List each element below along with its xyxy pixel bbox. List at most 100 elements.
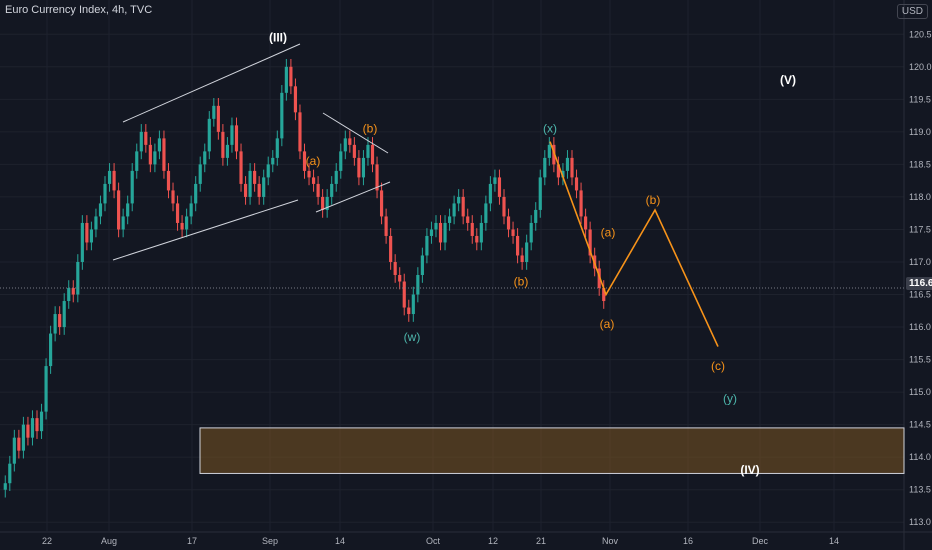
candle-body [516, 235, 520, 256]
candle-body [574, 177, 579, 191]
candle-body [479, 222, 483, 243]
trend-line [322, 112, 389, 154]
candle-body [402, 281, 406, 308]
x-tick-label: Nov [602, 536, 619, 546]
candle-body [162, 138, 166, 171]
candle-body [117, 190, 121, 230]
candle-body [588, 229, 592, 256]
candle-body [180, 222, 184, 230]
candle-body [325, 196, 329, 210]
candle-body [17, 437, 21, 451]
wave-label: (b) [646, 193, 661, 207]
candle-body [8, 463, 12, 484]
candle-body [502, 196, 506, 217]
candle-body [361, 157, 366, 178]
candle-body [130, 170, 134, 204]
wave-label: (V) [780, 73, 796, 87]
candle-body [234, 125, 239, 152]
x-tick-label: Sep [262, 536, 278, 546]
candle-body [185, 216, 189, 230]
y-tick-label: 116.5 [909, 290, 931, 300]
candle-body [266, 164, 270, 178]
candle-body [175, 203, 180, 223]
candle-body [461, 196, 465, 217]
candle-body [370, 144, 375, 165]
candle-body [144, 131, 148, 145]
candle-body [475, 235, 479, 243]
wave-label: (b) [514, 275, 529, 289]
candle-body [171, 190, 175, 204]
x-tick-label: 21 [536, 536, 546, 546]
candle-body [76, 261, 80, 295]
y-tick-label: 120.5 [909, 29, 932, 39]
candle-body [298, 112, 302, 152]
currency-badge[interactable]: USD [896, 4, 928, 19]
x-tick-label: Dec [752, 536, 769, 546]
candle-body [352, 144, 356, 158]
wave-label: (b) [363, 122, 378, 136]
wave-label: (III) [269, 31, 287, 45]
y-tick-label: 113.0 [909, 517, 931, 527]
wave-label: (a) [306, 154, 321, 168]
candle-body [207, 118, 211, 152]
candle-body [275, 138, 279, 158]
candle-body [311, 177, 316, 184]
candle-body [30, 418, 35, 438]
candle-body [529, 222, 533, 243]
candle-body [343, 138, 347, 152]
candle-body [321, 196, 325, 210]
candle-body [470, 222, 474, 236]
y-tick-label: 119.0 [909, 127, 931, 137]
candle-body [71, 288, 75, 295]
candle-body [80, 222, 84, 262]
wave-projection-path [549, 141, 719, 347]
y-tick-label: 118.0 [909, 192, 931, 202]
candle-body [525, 242, 529, 262]
candle-body [203, 151, 207, 165]
candle-body [85, 222, 89, 243]
last-price-tag: 116.6 [906, 277, 932, 290]
x-tick-label: 12 [488, 536, 498, 546]
candle-body [466, 216, 470, 223]
candle-body [21, 424, 25, 451]
candle-body [89, 229, 93, 243]
candle-body [488, 183, 492, 204]
candle-body [357, 157, 361, 178]
candle-body [307, 170, 311, 178]
candle-body [189, 203, 193, 217]
candle-body [139, 131, 143, 152]
candle-body [148, 144, 152, 165]
candle-body [94, 216, 98, 230]
x-tick-label: 14 [335, 536, 345, 546]
support-zone [199, 427, 905, 474]
candle-body [420, 255, 424, 275]
candle-body [53, 314, 57, 334]
candle-body [334, 170, 338, 184]
candle-body [302, 151, 307, 171]
trend-line [112, 199, 299, 261]
x-tick-label: Aug [101, 536, 117, 546]
wave-label: (x) [543, 122, 557, 136]
candle-body [407, 307, 411, 315]
candle-body [366, 144, 370, 158]
candle-body [67, 288, 71, 302]
trend-line [122, 43, 301, 123]
candle-body [212, 105, 216, 119]
candle-body [194, 183, 198, 204]
wave-label: (y) [723, 392, 737, 406]
candle-body [166, 170, 171, 191]
candle-body [425, 235, 429, 256]
candle-body [416, 275, 420, 295]
y-tick-label: 115.0 [909, 387, 931, 397]
candle-body [411, 294, 415, 315]
y-tick-label: 115.5 [909, 355, 931, 365]
candle-body [289, 66, 293, 87]
candle-body [552, 144, 556, 165]
candle-body [112, 170, 116, 191]
candle-body [375, 164, 379, 191]
candle-body [547, 144, 551, 158]
candle-body [62, 301, 66, 328]
candle-body [497, 177, 502, 197]
candle-body [225, 144, 230, 158]
